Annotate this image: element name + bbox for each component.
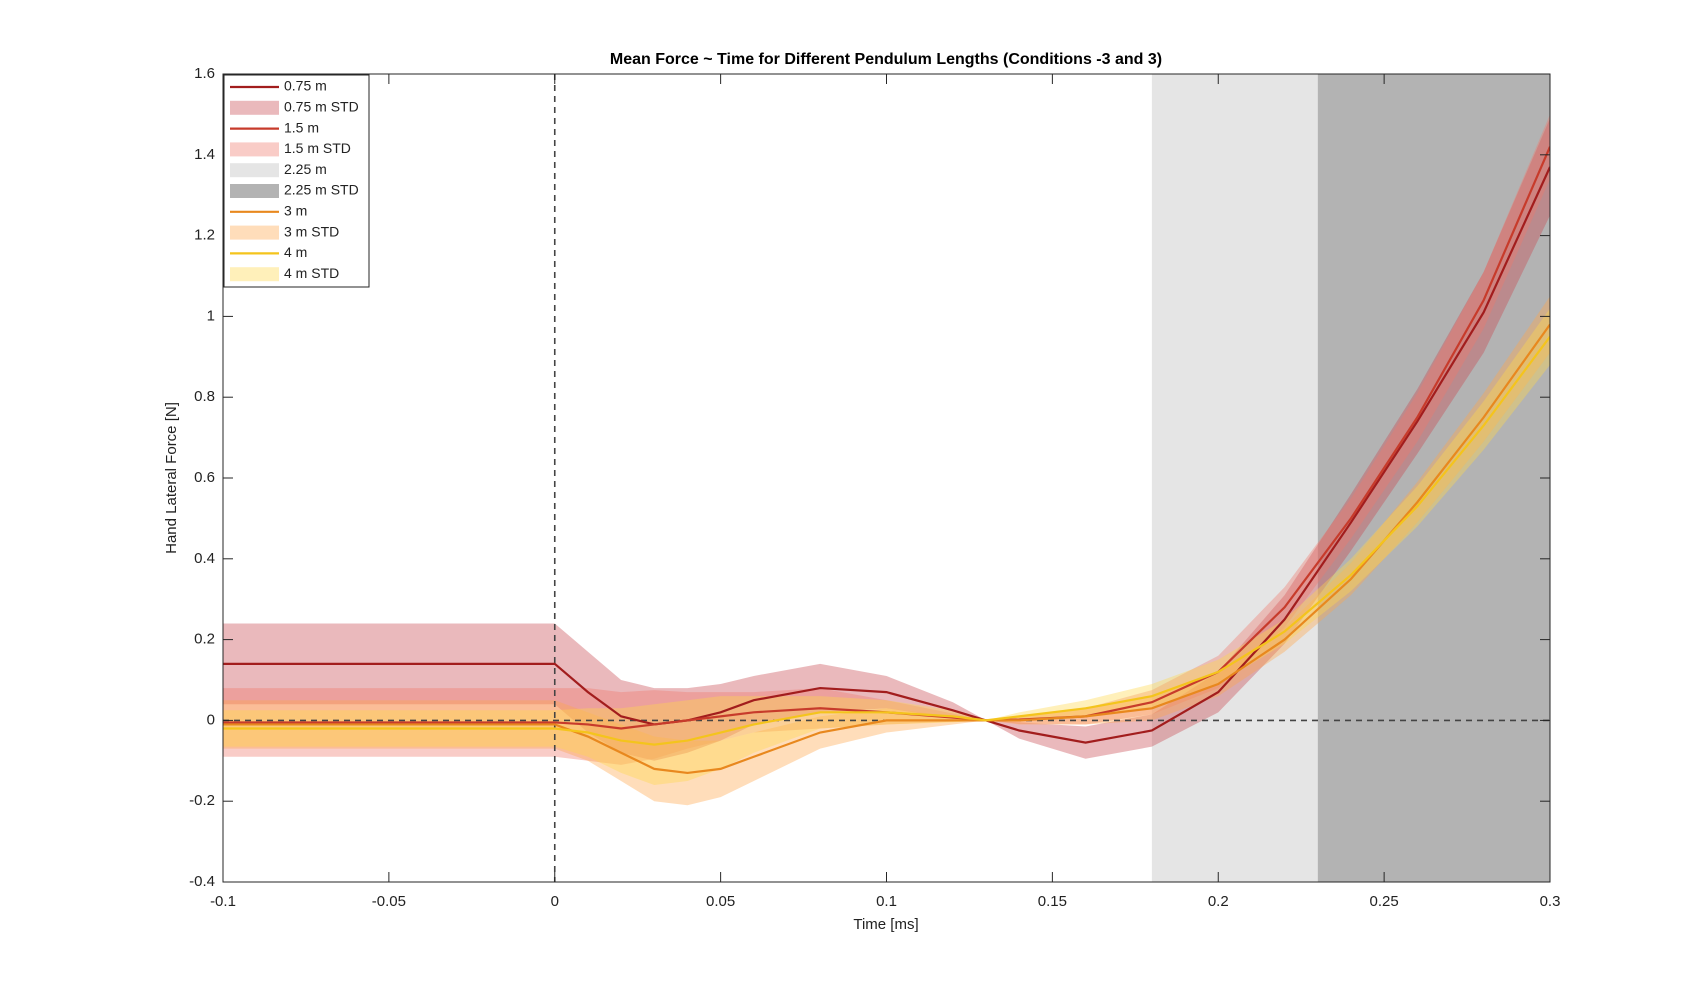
- series-line: [223, 323, 1550, 775]
- std-band: [223, 114, 1550, 765]
- std-band: [223, 118, 1550, 761]
- x-tick-label: 0.2: [1208, 893, 1229, 910]
- plot-area: [223, 74, 1550, 882]
- x-tick-label: 0.25: [1370, 893, 1399, 910]
- legend-label: 4 m STD: [284, 265, 339, 281]
- legend-box: [223, 74, 370, 288]
- legend-label: 1.5 m: [284, 119, 319, 135]
- x-tick-label: 0: [551, 893, 559, 910]
- legend-label: 2.25 m: [284, 161, 327, 177]
- x-tick-label: 0.1: [876, 893, 897, 910]
- std-band: [223, 296, 1550, 806]
- x-tick-label: -0.05: [372, 893, 406, 910]
- y-tick-label: 1.6: [194, 65, 215, 82]
- y-tick-label: 0.6: [194, 469, 215, 486]
- series-line: [223, 166, 1550, 744]
- y-tick-label: 0: [207, 711, 215, 728]
- legend-label: 0.75 m: [284, 78, 327, 94]
- legend-label: 2.25 m STD: [284, 182, 359, 198]
- y-tick-label: 0.2: [194, 631, 215, 648]
- std-band: [223, 308, 1550, 786]
- series-line: [223, 146, 1550, 730]
- legend-patch: [230, 100, 279, 115]
- y-tick-label: -0.4: [189, 873, 215, 890]
- series-line: [223, 335, 1550, 746]
- x-tick-label: 0.3: [1540, 893, 1561, 910]
- legend-label: 0.75 m STD: [284, 99, 359, 115]
- legend-label: 4 m: [284, 244, 307, 260]
- y-tick-label: 1.2: [194, 227, 215, 244]
- x-tick-label: -0.1: [210, 893, 236, 910]
- legend-patch: [230, 142, 279, 157]
- shaded-region: [1317, 74, 1550, 882]
- legend-patch: [230, 225, 279, 240]
- y-tick-label: 1: [207, 307, 215, 324]
- shaded-region: [1151, 74, 1318, 882]
- legend-label: 1.5 m STD: [284, 140, 351, 156]
- y-axis-label: Hand Lateral Force [N]: [163, 402, 180, 554]
- legend-patch: [230, 267, 279, 282]
- x-tick-label: 0.05: [706, 893, 735, 910]
- chart-title: Mean Force ~ Time for Different Pendulum…: [610, 51, 1162, 68]
- y-tick-label: 0.8: [194, 388, 215, 405]
- y-tick-label: 1.4: [194, 146, 215, 163]
- legend-patch: [230, 163, 279, 178]
- x-tick-label: 0.15: [1038, 893, 1067, 910]
- x-axis-label: Time [ms]: [853, 916, 918, 933]
- legend-patch: [230, 184, 279, 198]
- legend-label: 3 m: [284, 203, 307, 219]
- y-tick-label: 0.4: [194, 550, 215, 567]
- legend-label: 3 m STD: [284, 223, 339, 239]
- y-tick-label: -0.2: [189, 792, 215, 809]
